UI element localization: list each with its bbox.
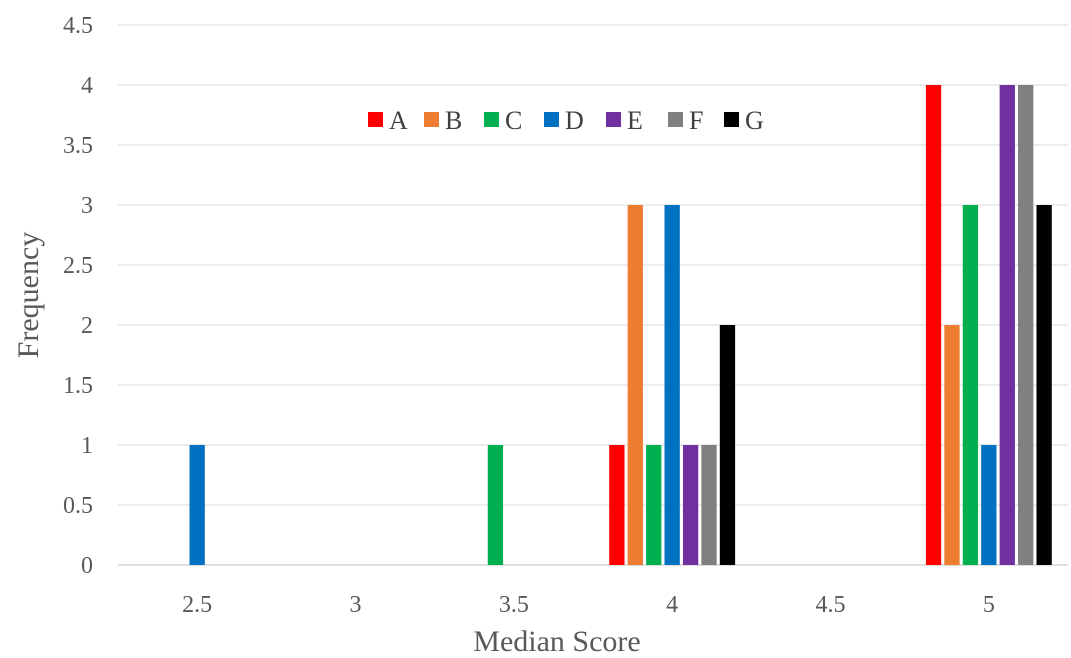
y-tick-label: 3 [81,193,93,219]
bar-d-2.5 [189,445,205,565]
x-axis-title: Median Score [473,625,640,658]
y-tick-label: 1.5 [63,373,93,399]
y-tick-label: 0.5 [63,493,93,519]
y-tick-label: 4.5 [63,13,93,39]
bar-b-4 [627,205,643,565]
legend-item-b: B [424,106,462,135]
bar-g-4 [719,325,736,565]
legend-swatch [424,112,439,127]
x-tick-label: 3.5 [499,592,529,618]
y-axis-ticks: 0 0.5 1 1.5 2 2.5 3 3.5 4 4.5 [63,13,93,579]
legend-label: G [745,106,764,135]
legend-swatch [724,112,739,127]
x-tick-label: 4.5 [816,592,846,618]
x-tick-label: 2.5 [182,592,212,618]
legend-swatch [544,112,559,127]
bar-g-5 [1036,205,1052,565]
bar-d-4 [664,205,680,565]
bar-e-5 [999,85,1015,565]
legend-swatch [668,112,683,127]
legend-item-a: A [368,106,408,135]
legend-label: A [389,106,408,135]
x-tick-label: 5 [983,592,995,618]
y-tick-label: 0 [81,553,93,579]
y-axis-title: Frequency [12,232,45,359]
bar-e-4 [682,445,699,565]
legend-item-g: G [724,106,764,135]
bar-c-4 [646,445,662,565]
bar-d-5 [981,445,997,565]
legend-label: D [565,106,584,135]
legend-label: C [505,106,522,135]
legend: A B C D E F G [368,106,764,135]
bar-f-5 [1018,85,1034,565]
legend-item-d: D [544,106,584,135]
bar-a-5 [925,85,942,565]
y-tick-label: 3.5 [63,133,93,159]
x-axis-ticks: 2.5 3 3.5 4 4.5 5 [182,592,995,618]
legend-swatch [368,112,383,127]
legend-item-f: F [668,106,703,135]
legend-label: B [445,106,462,135]
bars [189,85,1052,565]
x-tick-label: 4 [666,592,678,618]
bar-c-5 [962,205,979,565]
legend-item-e: E [606,106,643,135]
gridlines [118,24,1068,566]
y-tick-label: 4 [81,73,93,99]
y-tick-label: 2.5 [63,253,93,279]
y-tick-label: 2 [81,313,93,339]
bar-f-4 [701,445,717,565]
bar-c-3.5 [487,445,504,565]
bar-b-5 [944,325,960,565]
legend-swatch [484,112,499,127]
legend-item-c: C [484,106,522,135]
legend-label: F [689,106,703,135]
bar-a-4 [609,445,625,565]
x-tick-label: 3 [350,592,362,618]
y-tick-label: 1 [81,433,93,459]
legend-label: E [627,106,643,135]
legend-swatch [606,112,621,127]
